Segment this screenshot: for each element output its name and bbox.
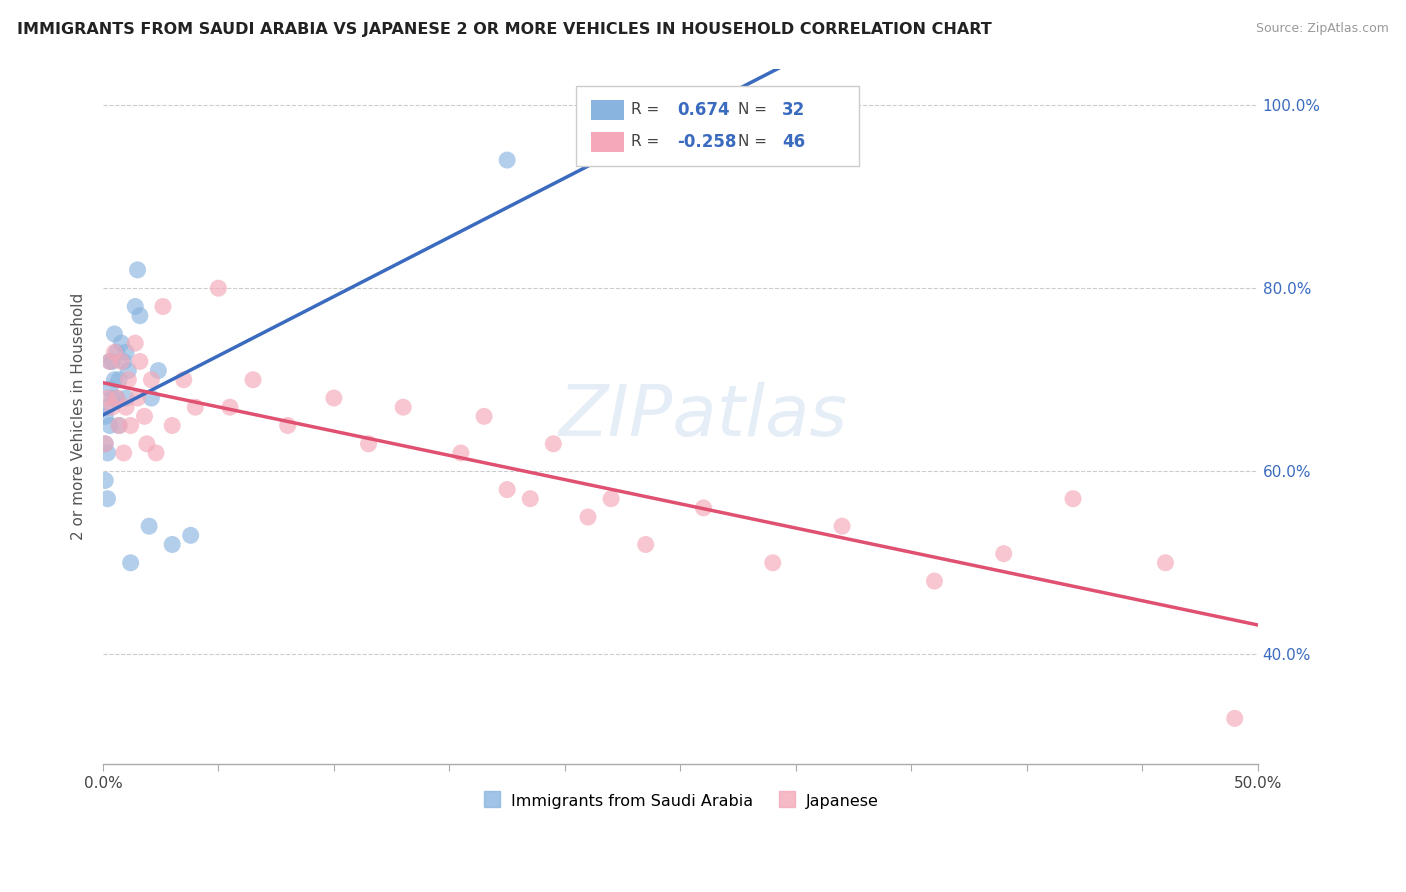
Point <box>160 537 183 551</box>
Point <box>120 418 142 433</box>
Point <box>148 363 170 377</box>
Text: 32: 32 <box>782 101 806 119</box>
Point <box>128 309 150 323</box>
Point <box>98 382 121 396</box>
Y-axis label: 2 or more Vehicles in Household: 2 or more Vehicles in Household <box>72 293 86 540</box>
Point <box>135 437 157 451</box>
Point <box>110 336 132 351</box>
Point <box>141 391 163 405</box>
Point <box>124 300 146 314</box>
Point <box>277 418 299 433</box>
Point <box>138 519 160 533</box>
Point <box>219 400 242 414</box>
Text: 0.674: 0.674 <box>676 101 730 119</box>
Text: R =: R = <box>631 135 664 150</box>
Point <box>576 510 599 524</box>
Point <box>103 326 125 341</box>
Point <box>322 391 344 405</box>
Point <box>115 345 138 359</box>
Text: Source: ZipAtlas.com: Source: ZipAtlas.com <box>1256 22 1389 36</box>
Point <box>103 373 125 387</box>
Point <box>96 400 118 414</box>
Point <box>145 446 167 460</box>
Legend: Immigrants from Saudi Arabia, Japanese: Immigrants from Saudi Arabia, Japanese <box>475 786 884 815</box>
Point <box>98 418 121 433</box>
Point <box>1062 491 1084 506</box>
Point <box>101 354 124 368</box>
Point <box>94 437 117 451</box>
FancyBboxPatch shape <box>592 100 624 120</box>
Point <box>117 363 139 377</box>
Point <box>120 556 142 570</box>
Point <box>127 263 149 277</box>
Point <box>180 528 202 542</box>
Point <box>993 547 1015 561</box>
Point <box>450 446 472 460</box>
Point <box>103 345 125 359</box>
Point <box>98 354 121 368</box>
Point <box>112 354 135 368</box>
Point <box>101 400 124 414</box>
Point <box>115 391 138 405</box>
Point <box>134 409 156 424</box>
Point <box>108 418 131 433</box>
Point <box>519 491 541 506</box>
Point <box>98 354 121 368</box>
Point <box>127 391 149 405</box>
Point <box>600 491 623 506</box>
Text: ZIPatlas: ZIPatlas <box>560 382 848 450</box>
Point <box>94 409 117 424</box>
Point <box>94 474 117 488</box>
Point <box>152 300 174 314</box>
Text: R =: R = <box>631 103 664 118</box>
Point <box>472 409 495 424</box>
Point <box>1223 711 1246 725</box>
Point <box>94 437 117 451</box>
Point <box>96 391 118 405</box>
Point <box>496 153 519 167</box>
Point <box>108 418 131 433</box>
Point <box>173 373 195 387</box>
Point <box>115 400 138 414</box>
Point <box>128 354 150 368</box>
Point <box>117 373 139 387</box>
FancyBboxPatch shape <box>576 86 859 166</box>
Point <box>105 391 128 405</box>
Point <box>112 446 135 460</box>
Point <box>831 519 853 533</box>
Point <box>96 491 118 506</box>
Text: 46: 46 <box>782 133 806 151</box>
Point <box>543 437 565 451</box>
Text: IMMIGRANTS FROM SAUDI ARABIA VS JAPANESE 2 OR MORE VEHICLES IN HOUSEHOLD CORRELA: IMMIGRANTS FROM SAUDI ARABIA VS JAPANESE… <box>17 22 991 37</box>
Point <box>124 336 146 351</box>
Text: N =: N = <box>738 135 772 150</box>
Point <box>105 345 128 359</box>
Point <box>496 483 519 497</box>
Point <box>110 354 132 368</box>
Point <box>357 437 380 451</box>
Point <box>141 373 163 387</box>
Point <box>392 400 415 414</box>
Point <box>242 373 264 387</box>
Point <box>184 400 207 414</box>
Point <box>96 446 118 460</box>
Point <box>207 281 229 295</box>
Point <box>634 537 657 551</box>
Point <box>762 556 785 570</box>
Point <box>1154 556 1177 570</box>
Point <box>924 574 946 588</box>
FancyBboxPatch shape <box>592 132 624 153</box>
Point <box>105 391 128 405</box>
Point <box>692 500 714 515</box>
Text: -0.258: -0.258 <box>676 133 737 151</box>
Point <box>108 373 131 387</box>
Point <box>101 391 124 405</box>
Text: N =: N = <box>738 103 772 118</box>
Point <box>160 418 183 433</box>
